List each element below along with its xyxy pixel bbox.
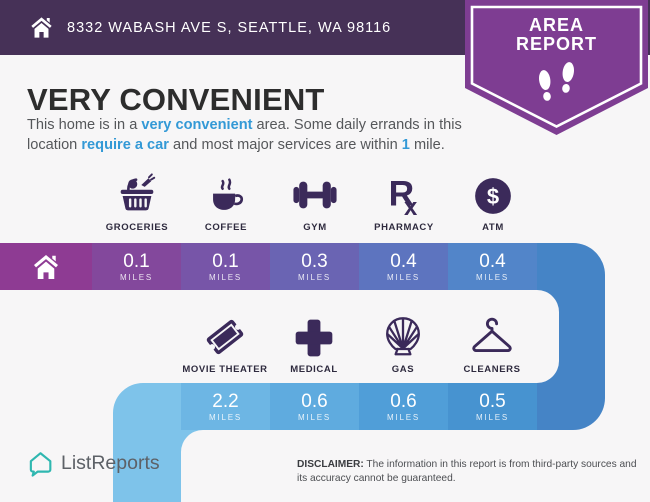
distance-cell-cleaners: 0.5 MILES [448, 383, 537, 430]
distance-value: 0.5 [479, 390, 506, 412]
station-label: ATM [482, 222, 504, 233]
home-distance-cell [0, 243, 92, 290]
station-atm: $ ATM [448, 170, 538, 233]
distance-unit: MILES [386, 272, 420, 282]
footprints-icon [539, 62, 574, 101]
distance-value: 0.1 [123, 250, 150, 272]
page-title: VERY CONVENIENT [27, 82, 325, 117]
distance-value: 0.1 [212, 250, 239, 272]
gas-icon [380, 312, 426, 360]
distance-value: 0.6 [301, 390, 328, 412]
distance-unit: MILES [297, 272, 331, 282]
distance-unit: MILES [475, 272, 509, 282]
station-label: COFFEE [204, 222, 248, 233]
station-label: MEDICAL [290, 364, 338, 375]
distance-cell-groceries: 0.1 MILES [92, 243, 181, 290]
distance-unit: MILES [208, 412, 242, 422]
coffee-icon [203, 170, 249, 218]
station-gym: GYM [270, 170, 360, 233]
disclaimer-text: DISCLAIMER: The information in this repo… [297, 459, 637, 484]
badge-shield-icon [465, 0, 648, 135]
atm-icon: $ [471, 170, 515, 218]
station-label: GYM [303, 222, 327, 233]
distance-value: 0.3 [301, 250, 328, 272]
intro-accent-1: very convenient [141, 117, 253, 133]
distance-value: 0.4 [390, 250, 417, 272]
ribbon-right-connector [537, 243, 605, 430]
medical-icon [292, 312, 336, 360]
intro-accent-3: 1 [401, 136, 410, 153]
distance-cell-coffee: 0.1 MILES [181, 243, 270, 290]
svg-text:R: R [389, 174, 415, 214]
disclaimer-label: DISCLAIMER: [297, 459, 364, 470]
station-label: PHARMACY [374, 222, 434, 233]
station-label: MOVIE THEATER [182, 364, 268, 375]
station-label: GAS [391, 364, 415, 375]
distance-cell-movie-theater: 2.2 MILES [181, 383, 270, 430]
distance-value: 0.4 [479, 250, 506, 272]
station-label: CLEANERS [463, 364, 521, 375]
intro-accent-2: require a car [81, 136, 169, 153]
distance-cell-medical: 0.6 MILES [270, 383, 359, 430]
distance-cell-gym: 0.3 MILES [270, 243, 359, 290]
station-label: GROCERIES [105, 222, 169, 233]
movie-theater-icon [202, 312, 248, 360]
groceries-icon [114, 170, 160, 218]
station-gas: GAS [353, 312, 453, 375]
distance-cell-pharmacy: 0.4 MILES [359, 243, 448, 290]
distance-unit: MILES [386, 412, 420, 422]
listreports-house-icon [29, 452, 52, 477]
brand-name: ListReports [61, 452, 160, 474]
distance-cell-atm: 0.4 MILES [448, 243, 537, 290]
cleaners-icon [469, 312, 515, 360]
distance-unit: MILES [119, 272, 153, 282]
listreports-logo: ListReports [28, 450, 160, 477]
area-report-badge: AREA REPORT [465, 0, 648, 135]
station-pharmacy: R x PHARMACY [359, 170, 449, 233]
ribbon-row2-lead [113, 383, 181, 430]
station-groceries: GROCERIES [92, 170, 182, 233]
distance-value: 2.2 [212, 390, 239, 412]
property-address: 8332 WABASH AVE S, SEATTLE, WA 98116 [67, 19, 392, 36]
home-icon [30, 251, 62, 283]
distance-value: 0.6 [390, 390, 417, 412]
badge-line1: AREA [528, 15, 584, 35]
station-cleaners: CLEANERS [442, 312, 542, 375]
intro-text: This home is in a very convenient area. … [27, 117, 462, 153]
distance-unit: MILES [297, 412, 331, 422]
distance-unit: MILES [475, 412, 509, 422]
home-icon [31, 17, 52, 38]
gym-icon [292, 170, 338, 218]
station-coffee: COFFEE [181, 170, 271, 233]
station-movie-theater: MOVIE THEATER [175, 312, 275, 375]
distance-unit: MILES [208, 272, 242, 282]
svg-text:$: $ [487, 184, 499, 209]
badge-line2: REPORT [515, 34, 597, 54]
station-medical: MEDICAL [264, 312, 364, 375]
distance-cell-gas: 0.6 MILES [359, 383, 448, 430]
pharmacy-icon: R x [381, 170, 427, 218]
svg-text:x: x [404, 194, 418, 218]
